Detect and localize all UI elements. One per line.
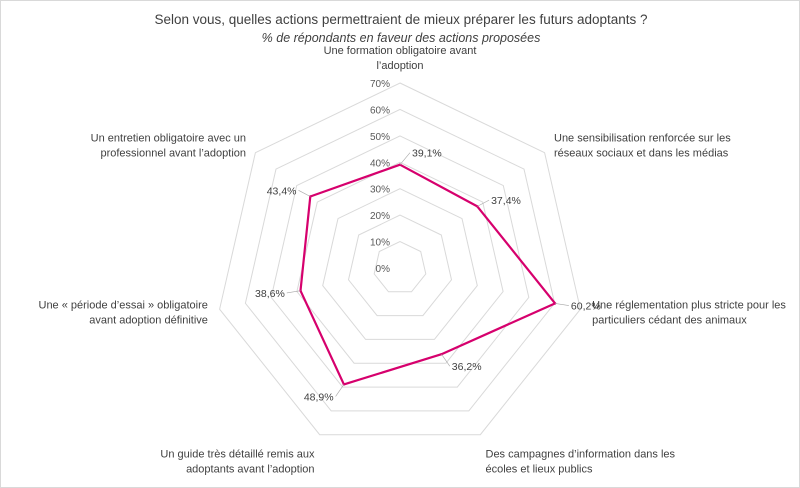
grid-ring: [373, 241, 427, 293]
grid-ring: [219, 82, 581, 436]
category-label-line: Une formation obligatoire avant: [324, 45, 477, 57]
category-label-line: Un entretien obligatoire avec un: [91, 133, 246, 145]
data-label-leader: [399, 152, 411, 165]
category-label-line: Une réglementation plus stricte pour les: [592, 299, 786, 311]
category-label: Un entretien obligatoire avec un professi…: [91, 133, 246, 160]
grid-ring: [347, 214, 453, 317]
category-label: Une « période d’essai » obligatoire avant…: [39, 299, 208, 326]
data-label-leader: [555, 303, 569, 306]
data-label-leader: [441, 354, 451, 367]
radial-tick-label: 40%: [370, 158, 390, 169]
grid-ring: [322, 188, 478, 340]
category-label-line: Une sensibilisation renforcée sur les: [554, 133, 731, 145]
series-line: [299, 163, 557, 386]
category-label: Un guide très détaillé remis aux adoptant…: [160, 449, 315, 476]
data-labels: 39,1% 37,4% 60,2% 36,2% 48,9% 38,6% 43,4%: [255, 148, 601, 404]
category-label-line: Une « période d’essai » obligatoire: [39, 299, 208, 311]
chart-subtitle: % de répondants en faveur des actions pr…: [262, 31, 541, 45]
data-label: 48,9%: [304, 391, 334, 403]
data-label: 60,2%: [571, 301, 601, 313]
data-label-leader: [298, 190, 311, 197]
chart-title: Selon vous, quelles actions permettraien…: [154, 12, 647, 27]
radial-tick-label: 0%: [376, 264, 391, 275]
data-label-leader: [477, 199, 490, 207]
category-label-line: Un guide très détaillé remis aux: [160, 449, 315, 461]
radial-tick-label: 20%: [370, 211, 390, 222]
radial-tick-label: 60%: [370, 105, 390, 116]
category-label-line: réseaux sociaux et dans les médias: [554, 148, 729, 160]
category-label: Une sensibilisation renforcée sur les rés…: [554, 133, 731, 160]
category-label-line: l’adoption: [376, 60, 423, 72]
radial-tick-label: 10%: [370, 238, 390, 249]
grid-ring: [270, 135, 530, 388]
data-label: 38,6%: [255, 288, 285, 300]
data-label: 39,1%: [412, 148, 442, 160]
grid-ring: [244, 108, 556, 412]
radial-tick-label: 30%: [370, 185, 390, 196]
category-label-line: professionnel avant l’adoption: [100, 148, 246, 160]
radial-tick-label: 70%: [370, 79, 390, 90]
category-label-line: particuliers cédant des animaux: [592, 314, 747, 326]
data-label: 43,4%: [267, 185, 297, 197]
category-labels: Une formation obligatoire avant l’adoptio…: [39, 45, 787, 476]
radial-tick-labels: 0% 10% 20% 30% 40% 50% 60% 70%: [370, 79, 390, 275]
category-label: Une formation obligatoire avant l’adoptio…: [324, 45, 477, 72]
series-point: [553, 302, 557, 305]
category-label: Une réglementation plus stricte pour les…: [592, 299, 786, 326]
data-label: 36,2%: [452, 361, 482, 373]
category-label-line: adoptants avant l’adoption: [186, 464, 314, 476]
category-label-line: avant adoption définitive: [89, 314, 208, 326]
radial-tick-label: 50%: [370, 132, 390, 143]
category-label: Des campagnes d’information dans les écol…: [486, 449, 676, 476]
category-label-line: Des campagnes d’information dans les: [486, 449, 676, 461]
data-label: 37,4%: [491, 195, 521, 207]
data-label-leader: [335, 384, 345, 397]
category-label-line: écoles et lieux publics: [486, 464, 594, 476]
radar-grid: [219, 82, 581, 436]
data-label-leader: [286, 290, 301, 294]
